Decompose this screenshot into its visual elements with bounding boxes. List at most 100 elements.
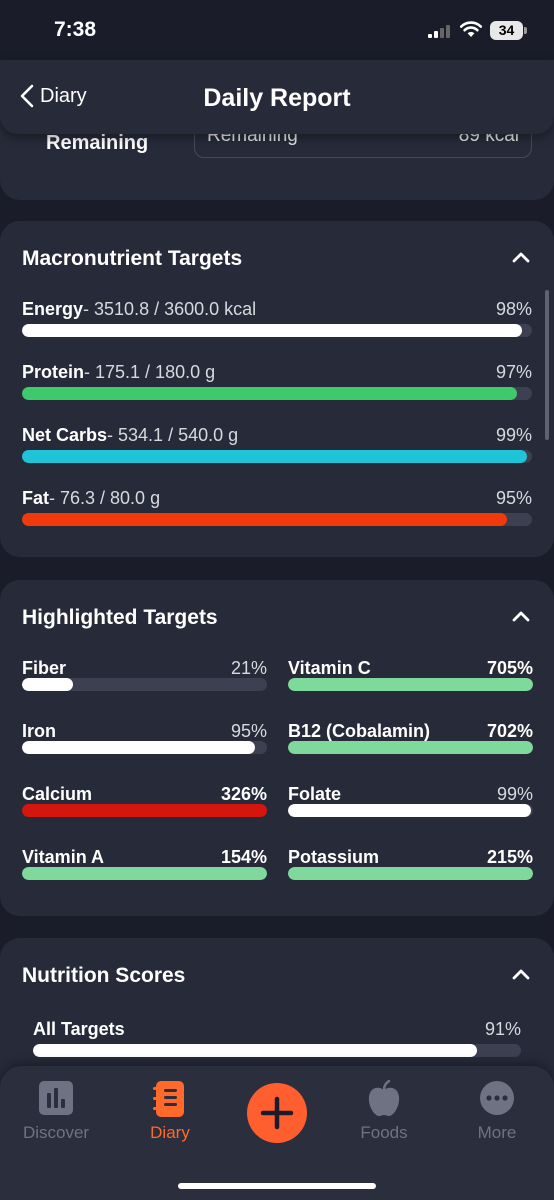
progress-fill (22, 804, 267, 817)
macro-card-title: Macronutrient Targets (22, 247, 243, 270)
macro-name: Fat (22, 488, 49, 508)
progress-track (33, 1044, 521, 1057)
chevron-up-icon[interactable] (512, 610, 530, 622)
macro-name: Protein (22, 362, 85, 382)
chevron-up-icon[interactable] (512, 968, 530, 980)
macro-detail: - 534.1 / 540.0 g (107, 425, 239, 445)
progress-fill (22, 324, 522, 337)
add-button[interactable] (247, 1083, 307, 1143)
progress-track (288, 867, 533, 880)
progress-track (288, 741, 533, 754)
highlight-item-fiber: Fiber 21% (22, 658, 267, 698)
highlight-name: B12 (Cobalamin) (288, 721, 431, 741)
remaining-label: Remaining (46, 132, 149, 154)
progress-track (22, 741, 267, 754)
notebook-icon (153, 1081, 184, 1117)
nav-header: Diary Daily Report (0, 60, 554, 134)
progress-fill (288, 741, 533, 754)
highlight-percent: 326% (220, 784, 267, 804)
macro-row-energy: Energy- 3510.8 / 3600.0 kcal 98% (22, 299, 532, 339)
tab-discover[interactable]: Discover (6, 1080, 106, 1150)
score-row-all-targets: All Targets 91% (33, 1019, 521, 1059)
progress-fill (22, 513, 507, 526)
progress-fill (22, 867, 267, 880)
page-title: Daily Report (203, 84, 351, 112)
tab-foods[interactable]: Foods (334, 1080, 434, 1150)
tab-label: More (477, 1123, 517, 1142)
highlight-name: Vitamin C (288, 658, 371, 678)
chevron-left-icon (20, 84, 34, 108)
highlight-name: Calcium (22, 784, 93, 804)
progress-track (22, 513, 532, 526)
battery-tip (524, 27, 527, 34)
plus-icon (260, 1096, 294, 1130)
progress-fill (22, 450, 527, 463)
macro-row-text: Energy- 3510.8 / 3600.0 kcal (22, 299, 256, 320)
highlight-percent: 99% (496, 784, 533, 804)
highlight-percent: 702% (486, 721, 533, 741)
highlight-name: Fiber (22, 658, 67, 678)
macro-name: Energy (22, 299, 84, 319)
highlight-item-vitamin-a: Vitamin A 154% (22, 847, 267, 887)
macro-row-fat: Fat- 76.3 / 80.0 g 95% (22, 488, 532, 528)
macro-percent: 99% (495, 425, 532, 445)
tab-diary[interactable]: Diary (120, 1080, 220, 1150)
macro-percent: 98% (495, 299, 532, 319)
macro-row-text: Fat- 76.3 / 80.0 g (22, 488, 160, 509)
highlight-item-folate: Folate 99% (288, 784, 533, 824)
highlight-percent: 215% (486, 847, 533, 867)
progress-track (22, 450, 532, 463)
tab-more[interactable]: More (447, 1080, 547, 1150)
highlight-percent: 154% (220, 847, 267, 867)
highlight-percent: 21% (230, 658, 267, 678)
bar-chart-icon (39, 1081, 73, 1115)
progress-track (22, 324, 532, 337)
highlight-name: Vitamin A (22, 847, 105, 867)
more-dots-icon (480, 1081, 514, 1115)
home-indicator (178, 1183, 376, 1189)
wifi-icon (459, 21, 483, 37)
highlight-item-b12: B12 (Cobalamin) 702% (288, 721, 533, 761)
tab-label: Foods (360, 1123, 408, 1142)
progress-fill (288, 804, 531, 817)
status-time: 7:38 (54, 18, 97, 41)
highlight-name: Iron (22, 721, 56, 741)
macro-row-protein: Protein- 175.1 / 180.0 g 97% (22, 362, 532, 402)
scores-card-title: Nutrition Scores (22, 964, 186, 987)
highlight-card: Highlighted Targets Fiber 21% Vitamin C … (0, 580, 554, 916)
progress-fill (33, 1044, 478, 1057)
macro-percent: 97% (495, 362, 532, 382)
macro-card: Macronutrient Targets Energy- 3510.8 / 3… (0, 221, 554, 557)
progress-track (288, 804, 533, 817)
highlight-item-vitamin-c: Vitamin C 705% (288, 658, 533, 698)
progress-fill (288, 678, 533, 691)
progress-track (22, 867, 267, 880)
highlight-item-potassium: Potassium 215% (288, 847, 533, 887)
macro-detail: - 175.1 / 180.0 g (84, 362, 216, 382)
back-label: Diary (40, 84, 87, 107)
macro-row-net-carbs: Net Carbs- 534.1 / 540.0 g 99% (22, 425, 532, 465)
tab-label: Discover (22, 1123, 90, 1142)
highlight-percent: 705% (486, 658, 533, 678)
progress-fill (22, 387, 517, 400)
macro-row-text: Net Carbs- 534.1 / 540.0 g (22, 425, 238, 446)
back-button[interactable]: Diary (20, 84, 87, 108)
score-percent: 91% (484, 1019, 521, 1039)
highlight-name: Folate (288, 784, 342, 804)
progress-fill (22, 741, 255, 754)
highlight-percent: 95% (230, 721, 267, 741)
highlight-item-iron: Iron 95% (22, 721, 267, 761)
progress-track (22, 678, 267, 691)
status-bar: 7:38 34 (0, 0, 554, 60)
chevron-up-icon[interactable] (512, 251, 530, 263)
highlight-card-title: Highlighted Targets (22, 606, 218, 629)
macro-row-text: Protein- 175.1 / 180.0 g (22, 362, 215, 383)
tab-label: Diary (150, 1123, 190, 1142)
progress-track (22, 804, 267, 817)
macro-percent: 95% (495, 488, 532, 508)
scrollbar[interactable] (545, 290, 549, 440)
progress-fill (22, 678, 74, 691)
score-name: All Targets (33, 1019, 125, 1039)
macro-detail: - 76.3 / 80.0 g (49, 488, 161, 508)
highlight-item-calcium: Calcium 326% (22, 784, 267, 824)
